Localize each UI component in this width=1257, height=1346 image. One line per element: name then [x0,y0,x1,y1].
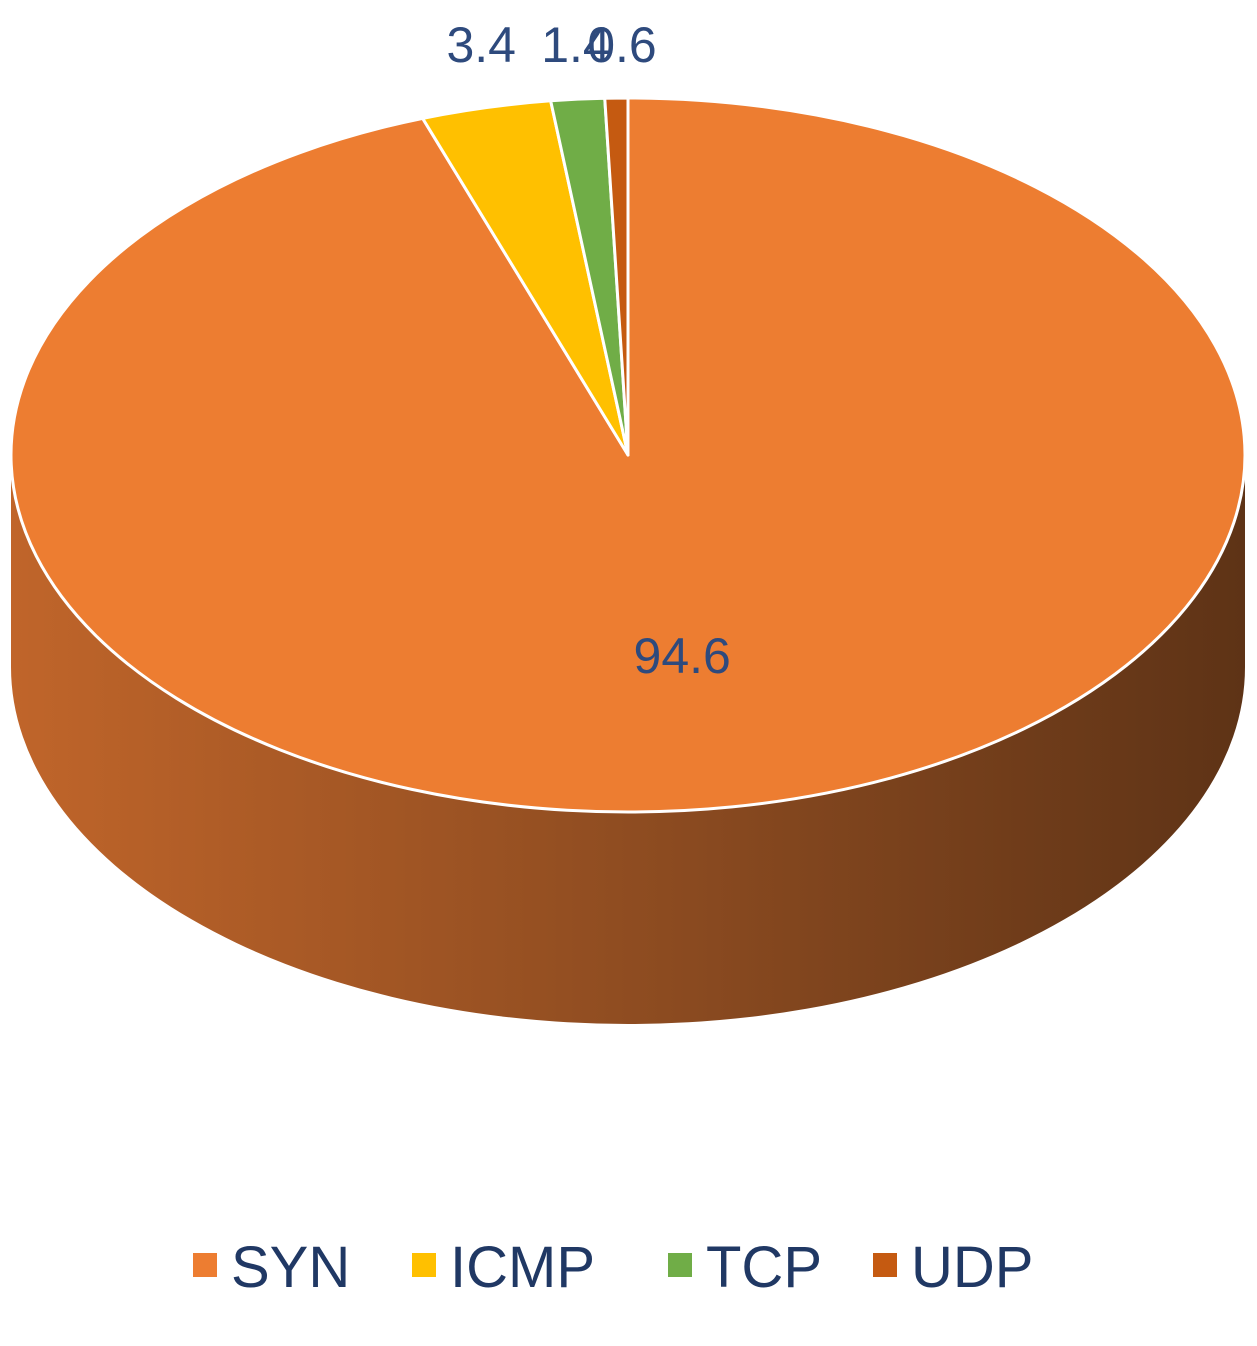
slice-udp [603,96,630,457]
legend-swatch-icmp [412,1253,436,1277]
legend-entry-tcp: TCP [668,1235,822,1300]
legend-swatch-udp [873,1253,897,1277]
data-label-tcp: 1.4 [541,17,611,73]
legend-label-tcp: TCP [706,1235,822,1300]
legend: SYN ICMP TCP UDP [193,1235,1033,1300]
legend-label-syn: SYN [231,1235,350,1300]
legend-swatch-syn [193,1253,217,1277]
legend-entry-udp: UDP [873,1235,1033,1300]
pie-side [11,455,1245,1024]
legend-label-icmp: ICMP [450,1235,595,1300]
data-label-syn: 94.6 [634,628,731,684]
data-label-icmp: 3.4 [446,17,516,73]
pie-side-wall [11,455,1245,1024]
legend-label-udp: UDP [911,1235,1033,1300]
data-label-udp: 0.6 [587,17,657,73]
pie-top [9,96,1247,814]
legend-entry-icmp: ICMP [412,1235,595,1300]
data-labels: 94.6 3.4 1.40.6 [446,17,730,684]
legend-entry-syn: SYN [193,1235,350,1300]
legend-swatch-tcp [668,1253,692,1277]
